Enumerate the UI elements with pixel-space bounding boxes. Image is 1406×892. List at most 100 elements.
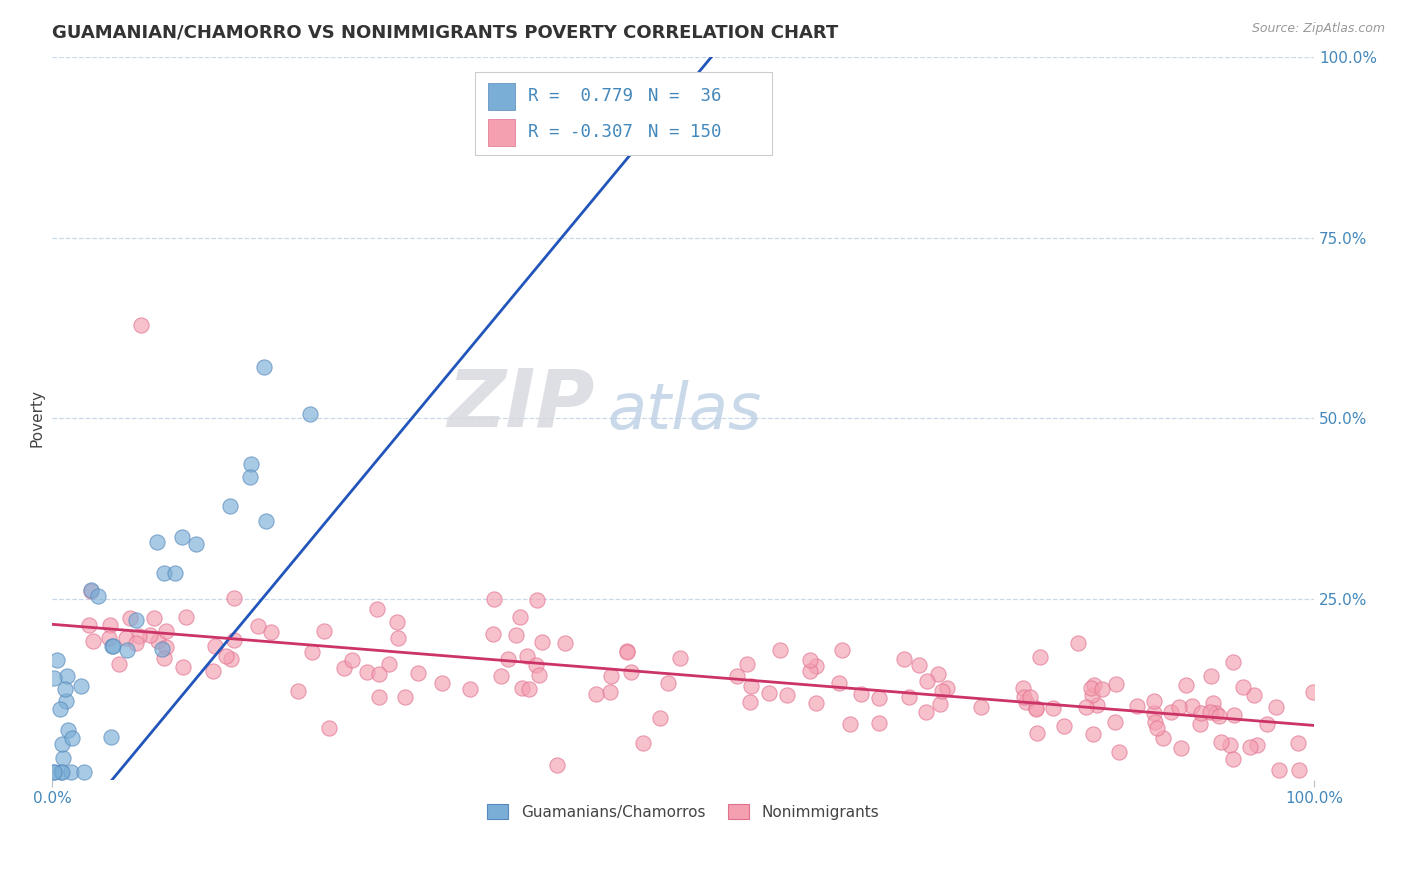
Point	[73, 765, 96, 780]
Point	[340, 653, 363, 667]
Point	[406, 666, 429, 681]
Point	[80, 583, 103, 598]
Point	[600, 669, 623, 683]
Point	[387, 631, 409, 645]
Point	[247, 619, 270, 633]
Point	[505, 628, 527, 642]
Point	[1219, 738, 1241, 752]
Point	[53, 681, 76, 696]
Point	[318, 721, 340, 735]
Point	[489, 669, 512, 683]
Point	[849, 687, 872, 701]
Point	[42, 765, 65, 780]
Point	[51, 737, 73, 751]
Point	[1085, 698, 1108, 713]
Bar	[475, 72, 772, 155]
Point	[1168, 700, 1191, 714]
Point	[59, 765, 82, 780]
Point	[82, 634, 104, 648]
Point	[1181, 699, 1204, 714]
Point	[387, 615, 409, 630]
Point	[298, 407, 321, 421]
Point	[740, 695, 762, 709]
Point	[101, 639, 124, 653]
Point	[1232, 680, 1254, 694]
Point	[333, 661, 356, 675]
Point	[1265, 700, 1288, 714]
Point	[62, 731, 84, 745]
Point	[1152, 731, 1174, 745]
Point	[204, 640, 226, 654]
Point	[1160, 705, 1182, 719]
Point	[1074, 699, 1097, 714]
Point	[657, 676, 679, 690]
Point	[927, 667, 949, 681]
Point	[56, 723, 79, 737]
Point	[221, 652, 243, 666]
Point	[378, 657, 401, 671]
Point	[868, 690, 890, 705]
Point	[936, 681, 959, 696]
Point	[1104, 714, 1126, 729]
Point	[1286, 736, 1309, 750]
Point	[56, 669, 79, 683]
Text: N =  36: N = 36	[648, 87, 721, 105]
Point	[1143, 706, 1166, 721]
Point	[1080, 681, 1102, 695]
Point	[174, 609, 197, 624]
Point	[239, 470, 262, 484]
Point	[481, 627, 503, 641]
Point	[301, 645, 323, 659]
Point	[1239, 739, 1261, 754]
Point	[356, 665, 378, 679]
Point	[799, 652, 821, 666]
Point	[917, 674, 939, 689]
Point	[172, 660, 194, 674]
Point	[1144, 714, 1167, 729]
Text: ZIP: ZIP	[447, 365, 595, 443]
Point	[146, 535, 169, 549]
Point	[77, 618, 100, 632]
Point	[42, 671, 65, 685]
Point	[1246, 739, 1268, 753]
Point	[222, 633, 245, 648]
Point	[740, 679, 762, 693]
Point	[1288, 763, 1310, 777]
Point	[139, 628, 162, 642]
Point	[55, 694, 77, 708]
Point	[735, 657, 758, 671]
Point	[799, 665, 821, 679]
Point	[1083, 677, 1105, 691]
Text: R = -0.307: R = -0.307	[529, 123, 633, 142]
Point	[52, 750, 75, 764]
Point	[1067, 636, 1090, 650]
Point	[214, 648, 236, 663]
Point	[312, 624, 335, 639]
Point	[69, 679, 91, 693]
Point	[1256, 717, 1278, 731]
Point	[524, 657, 547, 672]
Point	[367, 690, 389, 704]
Point	[1126, 698, 1149, 713]
Point	[118, 611, 141, 625]
Point	[585, 687, 607, 701]
Point	[498, 652, 520, 666]
Point	[526, 593, 548, 607]
Point	[1025, 700, 1047, 714]
Point	[1081, 688, 1104, 702]
Point	[1175, 678, 1198, 692]
Point	[394, 690, 416, 705]
Point	[1105, 677, 1128, 691]
Point	[1208, 708, 1230, 723]
Point	[1025, 702, 1047, 716]
Point	[143, 610, 166, 624]
Bar	[488, 119, 516, 146]
Point	[1222, 655, 1244, 669]
Text: Source: ZipAtlas.com: Source: ZipAtlas.com	[1251, 22, 1385, 36]
Point	[125, 613, 148, 627]
Point	[631, 735, 654, 749]
Point	[1015, 695, 1038, 709]
Point	[831, 643, 853, 657]
Point	[758, 685, 780, 699]
Point	[1202, 697, 1225, 711]
